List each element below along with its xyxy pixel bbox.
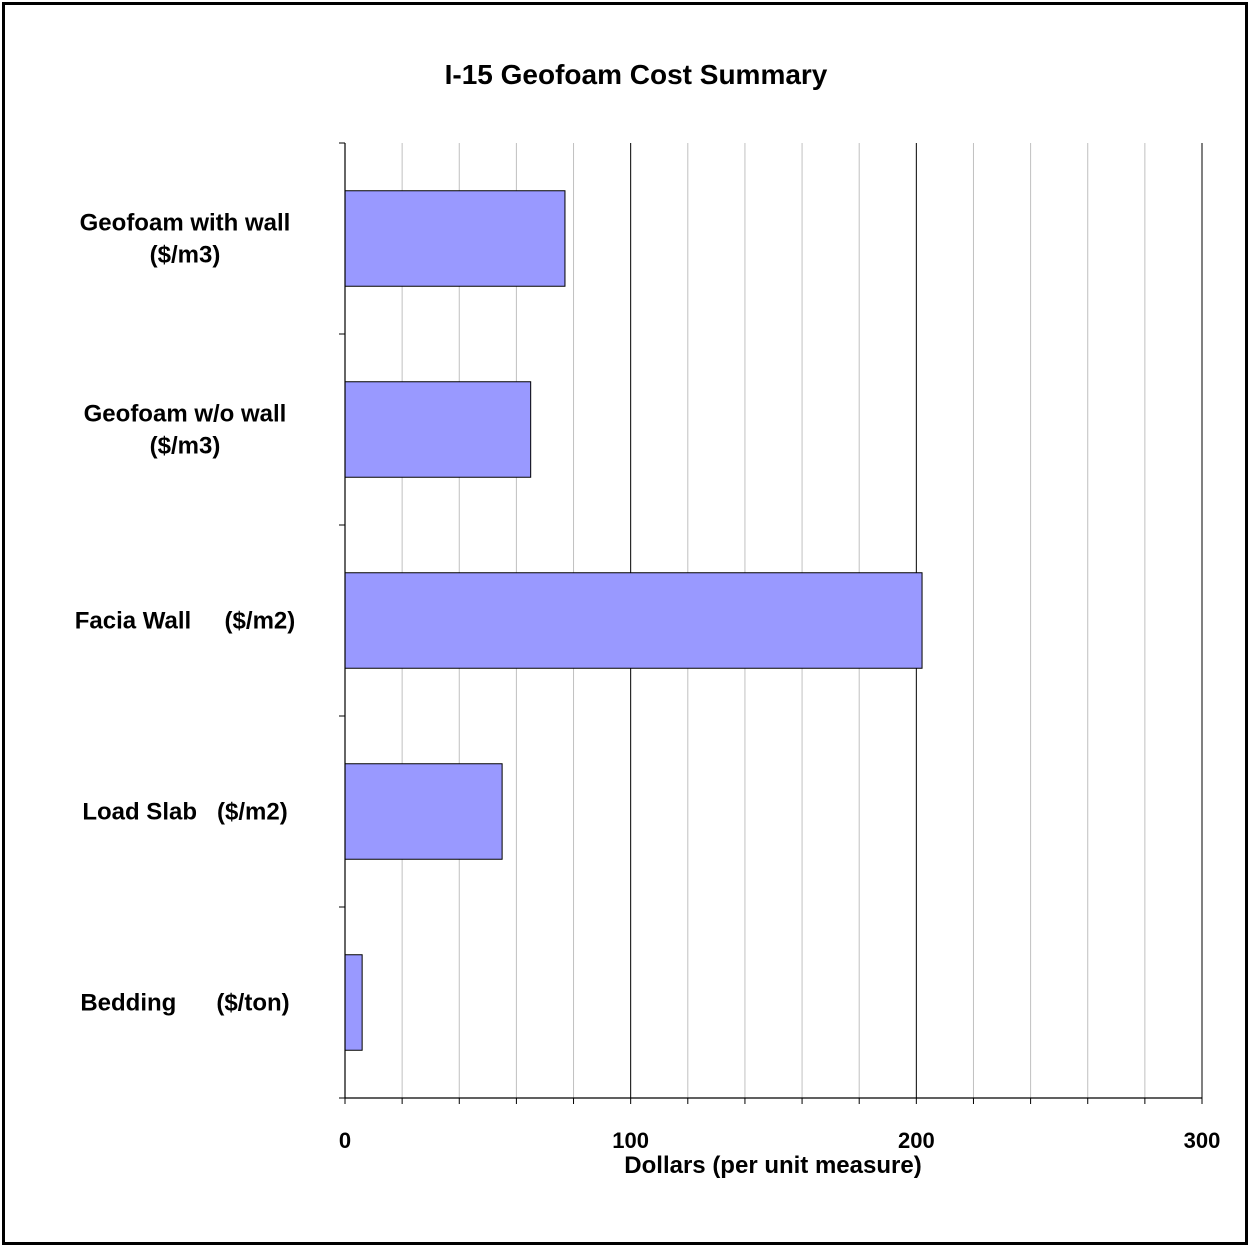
x-tick-labels: 0 100 200 300 [339,1128,1220,1153]
category-label: Geofoam with wall ($/m3) [80,210,291,269]
category-label-line: Facia Wall ($/m2) [75,608,296,635]
category-label-line: Bedding ($/ton) [80,990,289,1017]
x-tick-label: 300 [1184,1128,1221,1153]
x-axis-label: Dollars (per unit measure) [624,1152,921,1179]
category-label: Geofoam w/o wall ($/m3) [84,401,287,460]
category-label: Load Slab ($/m2) [82,799,287,826]
chart-title: I-15 Geofoam Cost Summary [445,59,828,90]
bar [344,572,923,669]
category-label: Facia Wall ($/m2) [75,608,296,635]
category-labels: Geofoam with wall ($/m3) Geofoam w/o wall (… [75,210,296,1017]
bar [344,190,566,287]
category-label-line: ($/m3) [150,433,221,460]
bar [344,954,363,1051]
category-label-line: Load Slab ($/m2) [82,799,287,826]
bars [344,190,923,1051]
bar [344,381,532,478]
category-label-line: Geofoam with wall [80,210,291,237]
axes [339,142,1203,1104]
category-label-line: ($/m3) [150,242,221,269]
bar [344,763,503,860]
x-tick-label: 100 [612,1128,649,1153]
x-tick-label: 200 [898,1128,935,1153]
x-tick-label: 0 [339,1128,351,1153]
category-label-line: Geofoam w/o wall [84,401,287,428]
category-label: Bedding ($/ton) [80,990,289,1017]
